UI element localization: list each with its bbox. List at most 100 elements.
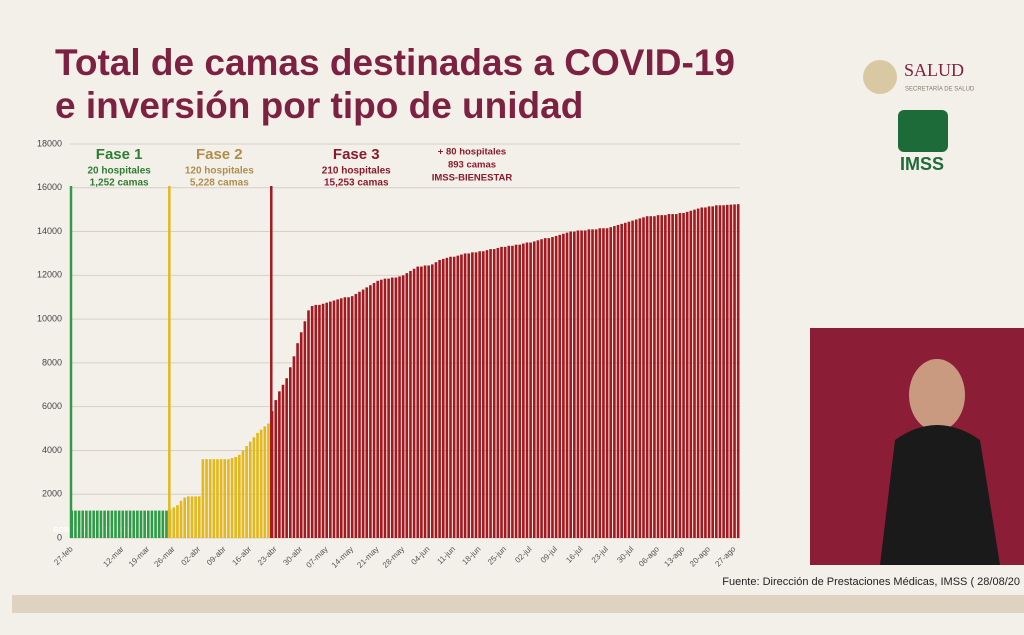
bar: [85, 510, 88, 538]
bar: [591, 229, 594, 538]
salud-logo: SALUD: [904, 60, 964, 80]
bar: [172, 507, 176, 538]
bar: [88, 510, 92, 538]
bar: [460, 254, 463, 539]
bar: [649, 216, 653, 538]
bar: [208, 459, 212, 538]
bar: [598, 228, 602, 538]
phase-hospitals: 120 hospitales: [185, 166, 254, 177]
bar: [736, 204, 740, 538]
bar: [194, 496, 197, 538]
bar: [522, 243, 525, 538]
bar: [682, 212, 685, 538]
bar: [336, 299, 339, 538]
bar: [452, 256, 456, 538]
bar: [573, 231, 576, 539]
bar: [310, 305, 314, 538]
bar: [496, 247, 500, 538]
bar: [227, 459, 230, 538]
bar: [543, 238, 547, 538]
bar: [580, 230, 583, 538]
bottom-band: [12, 595, 1024, 613]
bar: [259, 429, 263, 538]
bar: [642, 217, 645, 539]
y-tick-label: 0: [57, 532, 62, 542]
bar: [689, 210, 693, 538]
bar: [347, 297, 350, 538]
bar: [187, 496, 190, 538]
bar: [631, 220, 634, 538]
bar: [81, 510, 85, 538]
bar: [449, 256, 452, 538]
bar: [554, 235, 558, 538]
bar: [605, 228, 609, 538]
bar: [161, 510, 165, 538]
bar: [511, 245, 514, 539]
phase-name: Fase 2: [196, 146, 243, 163]
bar: [409, 270, 412, 538]
bar: [405, 273, 409, 538]
bar: [292, 356, 296, 538]
bar: [707, 206, 711, 538]
bar: [627, 221, 631, 538]
bar: [438, 260, 441, 538]
bar: [434, 262, 438, 538]
bar: [274, 400, 278, 538]
bar: [361, 289, 365, 538]
bar: [114, 510, 117, 538]
bar: [529, 242, 532, 538]
bar: [416, 266, 420, 538]
bar: [372, 282, 376, 538]
phase-beds: 15,253 camas: [324, 178, 389, 189]
y-tick-label: 2000: [42, 489, 62, 499]
bar: [492, 249, 496, 539]
bar: [656, 215, 660, 538]
bar: [205, 459, 208, 538]
bar: [423, 265, 427, 538]
y-tick-label: 8000: [42, 357, 62, 367]
bar: [190, 496, 194, 538]
bar: [503, 246, 507, 538]
bar: [350, 296, 354, 538]
title-line: e inversión por tipo de unidad: [55, 85, 583, 126]
bar: [671, 214, 674, 539]
bar: [722, 205, 725, 539]
bar: [136, 510, 139, 538]
bar: [99, 510, 103, 538]
bar: [602, 228, 605, 538]
bar: [92, 510, 95, 538]
source-note: Fuente: Dirección de Prestaciones Médica…: [722, 576, 1020, 588]
bar: [168, 509, 172, 538]
bar: [609, 227, 613, 538]
y-tick-label: 14000: [37, 226, 62, 236]
bar: [685, 211, 689, 538]
bar: [500, 246, 503, 538]
bar: [110, 510, 114, 538]
bar: [165, 510, 168, 538]
imss-logo: IMSS: [900, 154, 944, 174]
bar: [613, 226, 616, 539]
bar: [587, 229, 591, 538]
bar: [536, 240, 540, 539]
phase-name: Fase 1: [96, 146, 143, 163]
bar: [420, 266, 423, 538]
bar: [620, 223, 623, 538]
bar: [430, 264, 434, 538]
bar: [212, 459, 216, 538]
interpreter-body: [880, 425, 1000, 565]
bar: [664, 215, 667, 538]
bar: [463, 253, 467, 538]
y-tick-label: 4000: [42, 445, 62, 455]
extra-note: 893 camas: [448, 160, 496, 171]
bar: [365, 287, 369, 538]
bar: [518, 244, 522, 538]
bar: [456, 255, 460, 538]
bar: [176, 505, 179, 538]
bar: [106, 510, 110, 538]
bar: [401, 275, 405, 538]
bar: [583, 230, 587, 538]
bar: [507, 245, 511, 539]
bar: [263, 426, 267, 538]
bar: [394, 277, 398, 538]
